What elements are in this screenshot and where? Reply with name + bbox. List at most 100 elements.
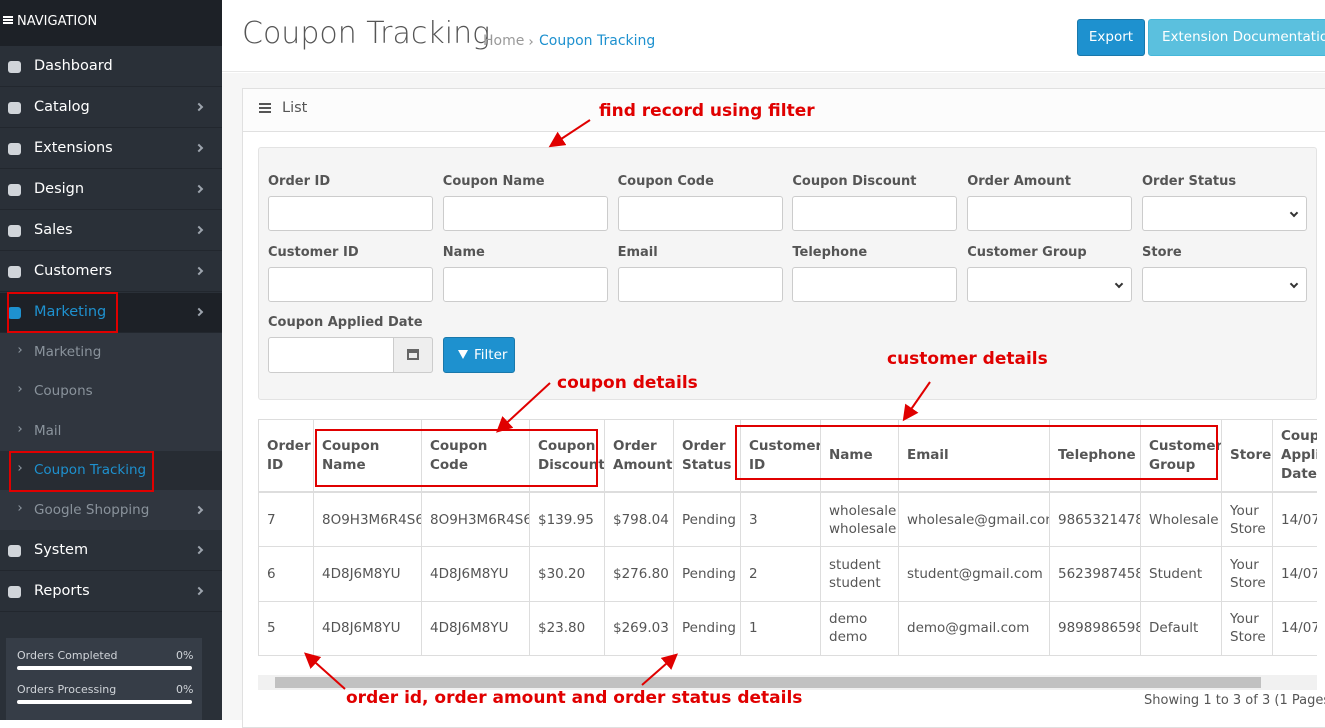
table-cell: Pending bbox=[674, 601, 741, 656]
breadcrumb[interactable]: Coupon Tracking bbox=[539, 33, 656, 49]
menu-item[interactable]: Extensions bbox=[34, 140, 113, 156]
table-cell: student@gmail.com bbox=[899, 547, 1050, 602]
calendar-icon bbox=[407, 349, 419, 360]
list-icon bbox=[259, 103, 271, 105]
menu-row bbox=[0, 170, 222, 210]
stat-label: Orders Completed bbox=[17, 649, 118, 662]
filter-select[interactable] bbox=[1142, 266, 1307, 302]
menu-item[interactable]: Reports bbox=[34, 583, 90, 599]
submenu-item[interactable]: Marketing bbox=[34, 344, 102, 360]
filter-label: Name bbox=[442, 244, 485, 260]
menu-icon bbox=[8, 307, 21, 319]
filter-label: Order Status bbox=[1142, 174, 1237, 189]
header-cell: Order ID bbox=[259, 420, 314, 493]
table-cell: 9865321478 bbox=[1050, 493, 1141, 548]
table-cell: 5 bbox=[259, 601, 314, 656]
header-cell: Coupon Discount bbox=[530, 420, 605, 493]
stat-value: 0% bbox=[176, 683, 194, 696]
table-cell: 14/07. bbox=[1273, 493, 1317, 548]
filter-select[interactable] bbox=[1142, 196, 1307, 231]
table-cell: $276.80 bbox=[605, 547, 674, 602]
calendar-button[interactable] bbox=[393, 337, 433, 373]
table-cell: 14/07. bbox=[1273, 547, 1317, 602]
menu-item[interactable]: Design bbox=[34, 181, 85, 197]
filter-input[interactable] bbox=[792, 196, 958, 231]
submenu-item[interactable]: Coupons bbox=[34, 383, 93, 400]
progress-bar bbox=[17, 666, 192, 670]
annotation: order id, order amount and order status … bbox=[346, 688, 803, 708]
breadcrumb[interactable]: Home bbox=[483, 33, 525, 49]
menu-row bbox=[0, 47, 222, 87]
filter-label: Coupon Code bbox=[617, 174, 714, 189]
filter-label: Telephone bbox=[792, 244, 868, 260]
docs-button[interactable]: Extension Documentation bbox=[1148, 19, 1325, 56]
filter-input[interactable] bbox=[268, 266, 433, 302]
submenu-item[interactable]: Google Shopping bbox=[34, 501, 150, 518]
table-cell: 7 bbox=[259, 493, 314, 548]
filter-input[interactable] bbox=[442, 196, 608, 231]
filter-label: Coupon Discount bbox=[792, 174, 917, 189]
menu-item[interactable]: Marketing bbox=[34, 304, 107, 320]
menu-row bbox=[0, 88, 222, 128]
table-cell: $798.04 bbox=[605, 493, 674, 548]
filter-input[interactable] bbox=[792, 266, 958, 302]
page-title: Coupon Tracking bbox=[242, 16, 491, 51]
filter-button[interactable]: Filter bbox=[443, 337, 515, 373]
menu-item[interactable]: System bbox=[34, 542, 89, 558]
menu-item[interactable]: Catalog bbox=[34, 99, 90, 115]
filter-input[interactable] bbox=[617, 266, 783, 302]
filter-input[interactable] bbox=[442, 266, 608, 302]
menu-row bbox=[0, 211, 222, 251]
table-cell: Default bbox=[1141, 601, 1222, 656]
table-cell: $23.80 bbox=[530, 601, 605, 656]
annotation: customer details bbox=[887, 349, 1048, 369]
header-cell: Coupon Applied Date bbox=[1273, 420, 1317, 493]
submenu-item[interactable]: Mail bbox=[34, 422, 62, 439]
table-cell: 3 bbox=[741, 493, 821, 548]
table-cell: 5623987458 bbox=[1050, 547, 1141, 602]
filter-input[interactable] bbox=[967, 196, 1133, 231]
nav-heading: NAVIGATION bbox=[17, 14, 98, 29]
filter-label: Customer Group bbox=[967, 244, 1087, 260]
scrollbar-thumb[interactable] bbox=[275, 677, 1261, 688]
table: Order ID Coupon Name Coupon Code Coupon Dis… bbox=[258, 419, 1317, 656]
menu-item[interactable]: Dashboard bbox=[34, 58, 113, 74]
menu-item[interactable]: Customers bbox=[34, 263, 112, 279]
table-cell: student student bbox=[821, 547, 899, 602]
panel-heading bbox=[242, 88, 1325, 132]
table-cell: wholesale wholesale bbox=[821, 493, 899, 548]
header-cell: Customer Group bbox=[1141, 420, 1222, 493]
menu-row bbox=[0, 572, 222, 612]
header-cell: Store bbox=[1222, 420, 1273, 493]
header-cell: Name bbox=[821, 420, 899, 493]
filter-select[interactable] bbox=[967, 266, 1133, 302]
header-cell: Coupon Code bbox=[422, 420, 530, 493]
table-cell: 4D8J6M8YU bbox=[422, 601, 530, 656]
menu-item[interactable]: Sales bbox=[34, 222, 73, 238]
table-cell: 8O9H3M6R4S6 bbox=[314, 493, 422, 548]
menu-row bbox=[0, 252, 222, 292]
submenu-item[interactable]: Coupon Tracking bbox=[34, 462, 147, 479]
annotation: coupon details bbox=[557, 373, 698, 393]
export-button[interactable]: Export bbox=[1077, 19, 1145, 56]
table-cell: 2 bbox=[741, 547, 821, 602]
filter-input[interactable] bbox=[268, 196, 433, 231]
table-cell: 4D8J6M8YU bbox=[314, 547, 422, 602]
filter-label: Store bbox=[1142, 244, 1182, 260]
filter-label: Order ID bbox=[268, 174, 331, 189]
table-cell: Pending bbox=[674, 493, 741, 548]
table-cell: 4D8J6M8YU bbox=[314, 601, 422, 656]
menu-icon bbox=[8, 61, 21, 73]
table-cell: Wholesale bbox=[1141, 493, 1222, 548]
progress-bar bbox=[17, 700, 192, 704]
menu-icon bbox=[8, 102, 21, 114]
stats-box bbox=[6, 638, 202, 720]
header-cell: Order Amount bbox=[605, 420, 674, 493]
table-cell: 14/07. bbox=[1273, 602, 1317, 656]
sidebar: NAVIGATION Dashboard Catalog Extensions Desi… bbox=[0, 0, 222, 720]
table-cell: wholesale@gmail.com bbox=[899, 493, 1050, 548]
filter-input[interactable] bbox=[617, 196, 783, 231]
main: Coupon Tracking Home Coupon Tracking Export… bbox=[222, 0, 1325, 728]
header-cell: Coupon Name bbox=[314, 420, 422, 493]
table-cell: Pending bbox=[674, 547, 741, 602]
